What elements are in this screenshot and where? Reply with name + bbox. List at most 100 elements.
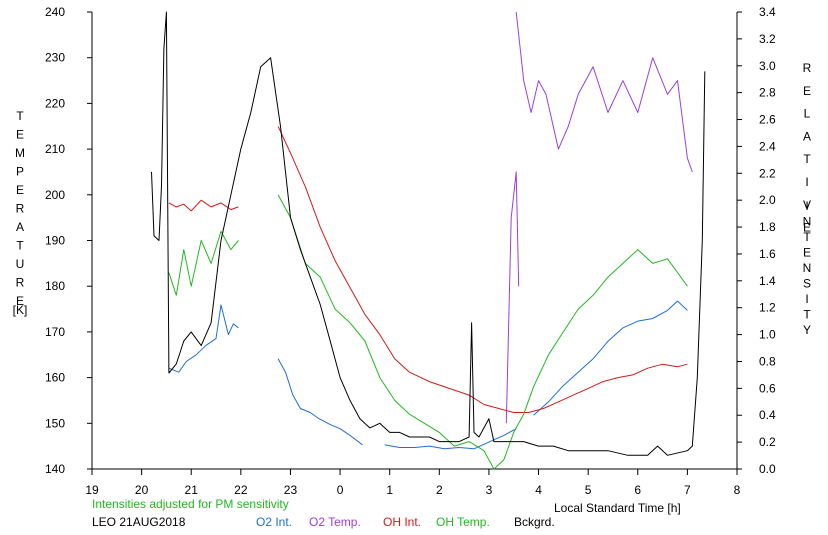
series-layer xyxy=(151,11,706,470)
left-tick-label: 220 xyxy=(45,96,65,110)
axis-title-letter: P xyxy=(16,165,24,179)
x-tick-label: 7 xyxy=(684,483,691,497)
series-line-o2-int xyxy=(533,300,688,416)
right-tick-label: 3.4 xyxy=(759,5,776,19)
right-tick-label: 1.4 xyxy=(759,274,776,288)
left-axis-ticks: 140 150 160 170 180 190 200 210 220 230 240 xyxy=(45,5,92,476)
axis-title-letter: A xyxy=(803,129,811,143)
right-tick-label: 0.4 xyxy=(759,408,776,422)
station-date-label: LEO 21AUG2018 xyxy=(92,515,186,529)
axis-title-letter: S xyxy=(803,277,811,291)
series-line-o2-int xyxy=(168,304,239,373)
legend-item-o2-int: O2 Int. xyxy=(256,515,292,529)
right-tick-label: 1.0 xyxy=(759,328,776,342)
left-tick-label: 140 xyxy=(45,462,65,476)
x-tick-label: 22 xyxy=(234,483,248,497)
x-tick-label: 19 xyxy=(85,483,99,497)
left-tick-label: 210 xyxy=(45,142,65,156)
axis-title-letter: M xyxy=(15,146,25,160)
x-tick-label: 20 xyxy=(135,483,149,497)
x-axis-label: Local Standard Time [h] xyxy=(554,501,681,515)
x-tick-label: 4 xyxy=(535,483,542,497)
plot-frame xyxy=(91,12,738,470)
axis-title-letter: A xyxy=(16,220,24,234)
axis-title-letter: V xyxy=(803,198,811,212)
axis-title-letter: R xyxy=(803,61,812,75)
axis-title-letter: E xyxy=(803,221,811,235)
axis-title-letter: I xyxy=(805,199,808,213)
right-tick-label: 2.0 xyxy=(759,193,776,207)
x-tick-label: 5 xyxy=(585,483,592,497)
right-tick-label: 3.0 xyxy=(759,59,776,73)
right-tick-label: 1.6 xyxy=(759,247,776,261)
right-tick-label: 0.6 xyxy=(759,381,776,395)
x-tick-label: 3 xyxy=(486,483,493,497)
series-line-o2-int xyxy=(277,358,363,446)
legend-item-oh-temp: OH Temp. xyxy=(436,515,490,529)
right-tick-label: 2.4 xyxy=(759,139,776,153)
axis-title-letter: N xyxy=(803,215,812,229)
axis-title-letter: T xyxy=(803,308,811,322)
legend-item-background: Bckgrd. xyxy=(514,515,555,529)
right-tick-label: 2.6 xyxy=(759,113,776,127)
left-tick-label: 240 xyxy=(45,5,65,19)
axis-title-letter: T xyxy=(16,239,24,253)
axis-title-letter: E xyxy=(16,183,24,197)
series-line-oh-int xyxy=(168,199,239,212)
axis-title-letter: T xyxy=(16,109,24,123)
axis-title-letter: N xyxy=(803,261,812,275)
series-line-o2-int xyxy=(384,428,517,450)
left-tick-label: 150 xyxy=(45,416,65,430)
series-line-oh-temp xyxy=(277,194,688,470)
x-tick-label: 2 xyxy=(436,483,443,497)
axis-title-letter: E xyxy=(803,246,811,260)
series-line-o2-temp xyxy=(505,171,520,424)
right-tick-label: 0.0 xyxy=(759,462,776,476)
x-tick-label: 21 xyxy=(185,483,199,497)
left-tick-label: 190 xyxy=(45,234,65,248)
left-tick-label: 160 xyxy=(45,371,65,385)
sensitivity-note: Intensities adjusted for PM sensitivity xyxy=(92,497,289,511)
axis-title-letter: Y xyxy=(803,323,811,337)
axis-title-letter: E xyxy=(16,294,24,308)
right-tick-label: 1.2 xyxy=(759,301,776,315)
left-tick-label: 200 xyxy=(45,188,65,202)
series-line-o2-temp xyxy=(515,11,693,173)
legend: O2 Int. O2 Temp. OH Int. OH Temp. Bckgrd… xyxy=(256,515,555,529)
legend-item-oh-int: OH Int. xyxy=(383,515,421,529)
left-tick-label: 170 xyxy=(45,325,65,339)
right-tick-label: 3.2 xyxy=(759,32,776,46)
axis-title-letter: I xyxy=(805,175,808,189)
left-tick-label: 180 xyxy=(45,279,65,293)
x-tick-label: 23 xyxy=(284,483,298,497)
axis-title-letter: I xyxy=(805,292,808,306)
left-axis-unit: [K] xyxy=(13,303,28,317)
right-axis-ticks: 0.0 0.2 0.4 0.6 0.8 1.0 1.2 1.4 1.6 1.8 2.0 2.2 2.4 2… xyxy=(737,5,776,476)
x-tick-label: 1 xyxy=(386,483,393,497)
axis-title-letter: E xyxy=(16,128,24,142)
right-tick-label: 0.2 xyxy=(759,435,776,449)
axis-title-letter: E xyxy=(803,84,811,98)
legend-item-o2-temp: O2 Temp. xyxy=(309,515,361,529)
x-axis-ticks: 19 20 21 22 23 0 1 2 3 4 5 6 7 8 xyxy=(85,469,741,497)
axis-title-letter: R xyxy=(16,276,25,290)
series-line-oh-temp xyxy=(168,230,239,296)
axis-title-letter: R xyxy=(16,202,25,216)
x-tick-label: 0 xyxy=(337,483,344,497)
series-line-oh-int xyxy=(277,126,688,413)
left-tick-label: 230 xyxy=(45,51,65,65)
axis-title-letter: L xyxy=(804,107,811,121)
x-tick-label: 6 xyxy=(634,483,641,497)
right-tick-label: 1.8 xyxy=(759,220,776,234)
series-line-bckgrd xyxy=(151,11,706,456)
axis-title-letter: T xyxy=(803,152,811,166)
right-tick-label: 2.8 xyxy=(759,86,776,100)
right-tick-label: 2.2 xyxy=(759,166,776,180)
x-tick-label: 8 xyxy=(734,483,741,497)
axis-title-letter: T xyxy=(803,230,811,244)
axis-title-letter: U xyxy=(16,257,25,271)
